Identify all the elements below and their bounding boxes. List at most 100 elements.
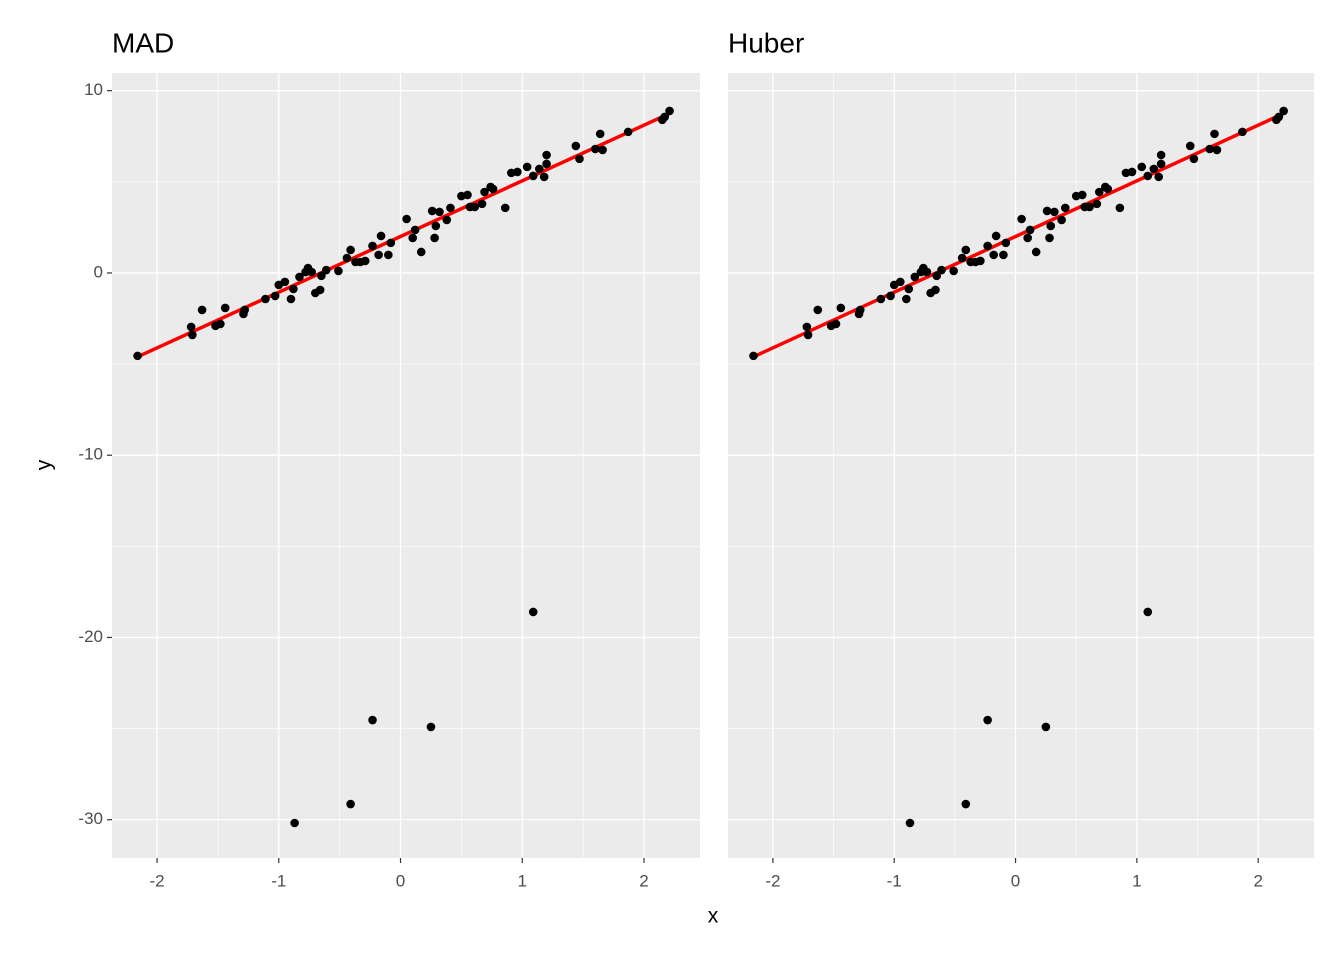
point [374,250,383,260]
point [542,159,551,169]
point [539,172,549,182]
point [1127,167,1137,177]
point [188,330,197,340]
point [983,241,992,251]
point [1205,144,1214,154]
point [542,150,551,160]
point [368,241,377,251]
point [1060,203,1070,213]
point [1077,190,1087,200]
point [1025,225,1035,235]
point [660,112,669,122]
x-tick-label: 2 [1253,871,1262,890]
point [1149,164,1159,174]
point [931,285,940,295]
point [999,250,1008,260]
point [976,256,985,266]
point [1238,127,1247,137]
point [408,233,417,243]
point [402,214,411,224]
x-tick-label: -2 [149,871,164,890]
point [346,245,355,255]
point [1210,129,1219,139]
point [1023,233,1032,243]
point [427,206,437,216]
point [463,190,472,200]
panel-background [112,73,700,858]
point [598,145,607,155]
point [895,277,905,287]
fit-line [136,111,671,359]
point [1085,202,1094,212]
point [426,722,436,732]
y-axis-title: y [33,459,56,470]
point [1154,172,1164,182]
point [1115,203,1125,213]
point [430,233,439,243]
point [1137,162,1147,172]
point [749,351,758,361]
point [410,225,420,235]
y-tick-label: 0 [94,262,103,281]
point [1041,722,1051,732]
point [1001,238,1011,248]
point [289,284,298,294]
point [270,291,280,301]
x-tick-label: -2 [765,871,780,890]
point [216,319,225,329]
x-tick-label: 0 [396,871,405,890]
point [528,171,538,181]
y-tick-label: -30 [78,809,103,828]
point [435,207,444,217]
point [513,167,522,177]
point [133,351,142,361]
point [522,162,532,172]
x-tick-label: 1 [518,871,527,890]
point [802,322,812,332]
point [342,253,352,263]
x-tick-label: 0 [1011,871,1020,890]
x-axis-title: x [708,905,719,928]
x-tick-label: 2 [639,871,648,890]
point [528,607,538,617]
point [480,187,489,197]
point [220,303,230,313]
point [1274,112,1284,122]
point [488,184,498,194]
point [665,106,674,116]
point [831,319,841,329]
point [317,271,326,281]
point [1031,247,1041,257]
point [1212,145,1222,155]
point [315,285,325,295]
point [1057,215,1066,225]
point [949,266,958,276]
point [477,199,487,209]
point [957,253,967,263]
point [197,305,207,315]
facet-title: Huber [728,27,804,58]
point [1156,150,1166,160]
point [836,303,846,313]
point [261,294,270,304]
point [904,284,914,294]
point [470,202,480,212]
point [280,277,290,287]
point [813,305,823,315]
point [961,799,971,809]
point [535,164,544,174]
facet-title: MAD [112,27,174,58]
point [1143,171,1153,181]
point [902,294,911,304]
point [575,154,584,164]
point [376,231,386,241]
point [803,330,813,340]
point [855,305,865,315]
point [989,250,999,260]
point [416,247,426,257]
point [307,267,316,277]
point [360,256,370,266]
point [1279,106,1288,116]
point [286,294,296,304]
